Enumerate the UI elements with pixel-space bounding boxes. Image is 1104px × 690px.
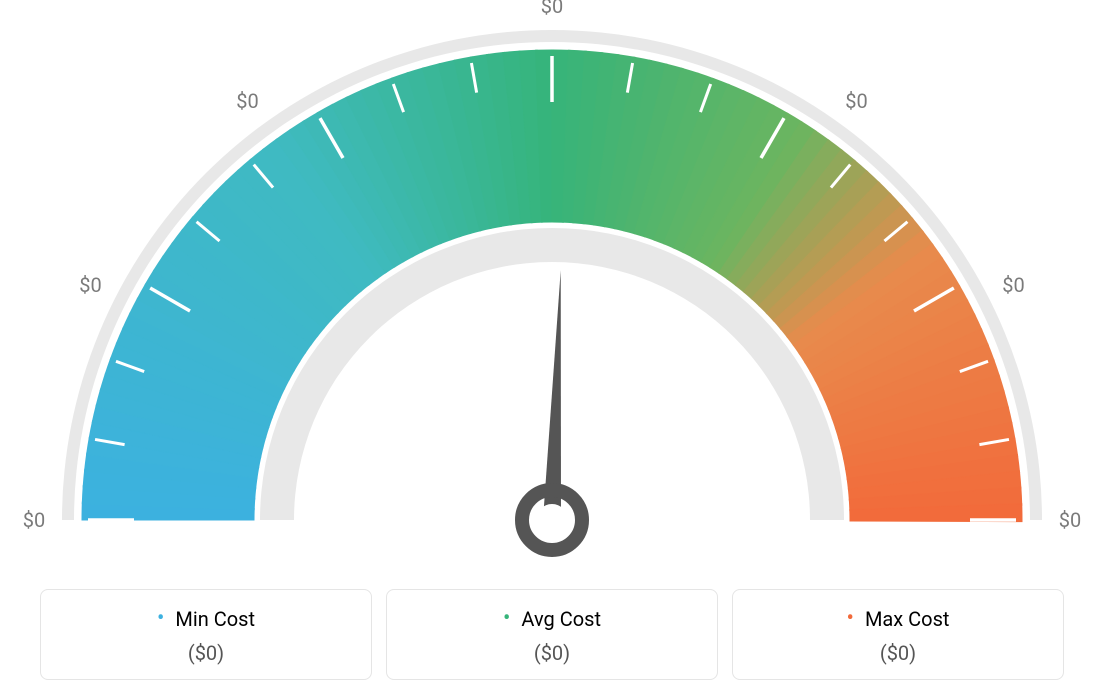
legend-value-max: ($0) xyxy=(743,641,1053,665)
legend-card-max: • Max Cost ($0) xyxy=(732,589,1064,680)
cost-gauge-chart: $0 $0 $0 $0 $0 $0 $0 • Min Cost ($0) • Avg Cos… xyxy=(0,0,1104,690)
legend-card-min: • Min Cost ($0) xyxy=(40,589,372,680)
legend-card-avg: • Avg Cost ($0) xyxy=(386,589,718,680)
gauge-area: $0 $0 $0 $0 $0 $0 $0 xyxy=(22,0,1082,560)
gauge-tick-label: $0 xyxy=(236,89,258,113)
legend-title-min: • Min Cost xyxy=(51,606,361,631)
gauge-tick-label: $0 xyxy=(1002,273,1024,297)
gauge-tick-label: $0 xyxy=(79,273,101,297)
legend-row: • Min Cost ($0) • Avg Cost ($0) • Max Co… xyxy=(40,589,1064,680)
gauge-tick-label: $0 xyxy=(1059,508,1081,532)
gauge-tick-label: $0 xyxy=(23,508,45,532)
gauge-svg xyxy=(22,0,1082,560)
gauge-tick-label: $0 xyxy=(845,89,867,113)
legend-value-min: ($0) xyxy=(51,641,361,665)
legend-label-max: Max Cost xyxy=(865,607,950,631)
gauge-tick-label: $0 xyxy=(541,0,563,18)
legend-title-avg: • Avg Cost xyxy=(397,606,707,631)
legend-title-max: • Max Cost xyxy=(743,606,1053,631)
legend-dot-max: • xyxy=(847,606,854,631)
legend-label-avg: Avg Cost xyxy=(521,607,601,631)
legend-value-avg: ($0) xyxy=(397,641,707,665)
legend-label-min: Min Cost xyxy=(175,607,255,631)
legend-dot-avg: • xyxy=(503,606,510,631)
legend-dot-min: • xyxy=(157,606,164,631)
